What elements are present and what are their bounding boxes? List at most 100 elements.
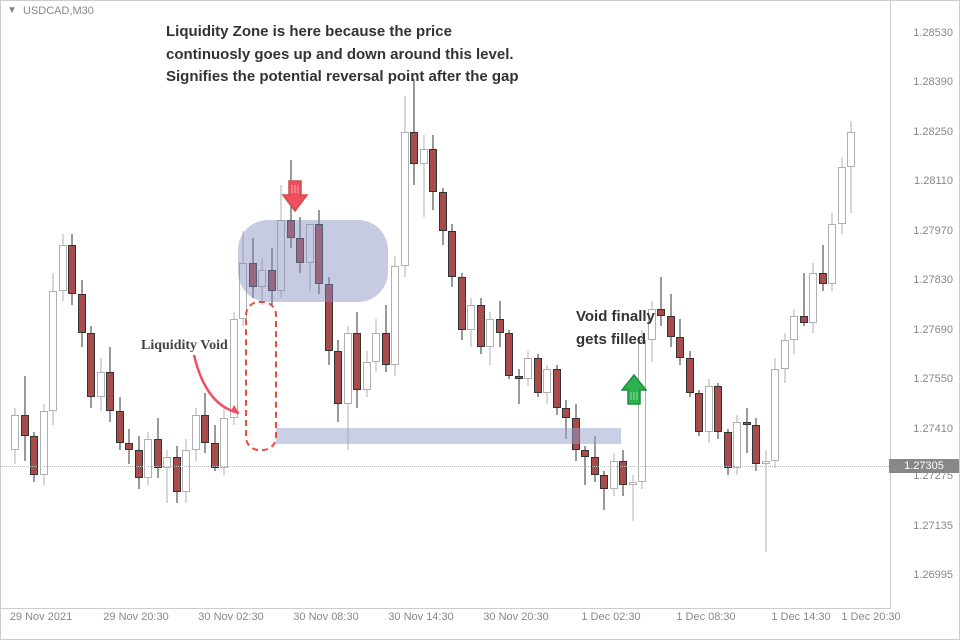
candle xyxy=(752,1,760,609)
candle xyxy=(30,1,38,609)
candle xyxy=(695,1,703,609)
x-tick-label: 30 Nov 02:30 xyxy=(198,611,263,623)
candle xyxy=(733,1,741,609)
candle xyxy=(619,1,627,609)
y-tick-label: 1.27410 xyxy=(913,423,953,435)
liquidity-void-marker xyxy=(245,301,277,451)
y-tick-label: 1.27830 xyxy=(913,274,953,286)
candle xyxy=(372,1,380,609)
candle xyxy=(334,1,342,609)
x-tick-label: 30 Nov 08:30 xyxy=(293,611,358,623)
candle xyxy=(21,1,29,609)
x-tick-label: 1 Dec 02:30 xyxy=(581,611,640,623)
candle xyxy=(648,1,656,609)
candle xyxy=(610,1,618,609)
candle xyxy=(467,1,475,609)
y-tick-label: 1.27690 xyxy=(913,324,953,336)
candle xyxy=(325,1,333,609)
candle xyxy=(790,1,798,609)
candle xyxy=(515,1,523,609)
x-tick-label: 29 Nov 2021 xyxy=(10,611,72,623)
candle xyxy=(781,1,789,609)
y-tick-label: 1.28390 xyxy=(913,76,953,88)
candle xyxy=(382,1,390,609)
candle xyxy=(173,1,181,609)
x-tick-label: 29 Nov 20:30 xyxy=(103,611,168,623)
candle xyxy=(68,1,76,609)
candle xyxy=(847,1,855,609)
candle xyxy=(809,1,817,609)
candle xyxy=(591,1,599,609)
fill-rect xyxy=(276,428,621,444)
candle xyxy=(116,1,124,609)
candle xyxy=(657,1,665,609)
candle xyxy=(154,1,162,609)
x-tick-label: 1 Dec 20:30 xyxy=(841,611,900,623)
candle xyxy=(486,1,494,609)
candle xyxy=(429,1,437,609)
void-fill-label: Void finallygets filled xyxy=(576,306,655,351)
plot-area[interactable]: Liquidity Zone is here because the price… xyxy=(1,1,891,609)
candle xyxy=(705,1,713,609)
candle xyxy=(391,1,399,609)
x-tick-label: 1 Dec 08:30 xyxy=(676,611,735,623)
x-tick-label: 30 Nov 20:30 xyxy=(483,611,548,623)
candle xyxy=(11,1,19,609)
candle xyxy=(230,1,238,609)
y-tick-label: 1.26995 xyxy=(913,569,953,581)
candle xyxy=(800,1,808,609)
candle xyxy=(106,1,114,609)
red-down-arrow-icon xyxy=(281,179,309,218)
candle xyxy=(163,1,171,609)
candle xyxy=(40,1,48,609)
x-axis: 29 Nov 2021 29 Nov 20:30 30 Nov 02:30 30 No… xyxy=(1,607,891,639)
current-price-tag: 1.27305 xyxy=(889,459,959,473)
candle xyxy=(344,1,352,609)
candle xyxy=(192,1,200,609)
candle xyxy=(296,1,304,609)
candle xyxy=(135,1,143,609)
green-up-arrow-icon xyxy=(621,374,647,411)
candle xyxy=(724,1,732,609)
candle xyxy=(638,1,646,609)
candle xyxy=(363,1,371,609)
candle xyxy=(496,1,504,609)
candle xyxy=(505,1,513,609)
x-tick-label: 1 Dec 14:30 xyxy=(771,611,830,623)
current-price-line xyxy=(1,466,889,467)
y-tick-label: 1.28250 xyxy=(913,126,953,138)
candle xyxy=(581,1,589,609)
candle xyxy=(819,1,827,609)
candle xyxy=(277,1,285,609)
y-tick-label: 1.27550 xyxy=(913,373,953,385)
candle xyxy=(211,1,219,609)
candle xyxy=(458,1,466,609)
candle xyxy=(287,1,295,609)
candle xyxy=(828,1,836,609)
chart-container: ▼ USDCAD,M30 Liquidity Zone is here beca… xyxy=(0,0,960,640)
candle xyxy=(600,1,608,609)
liquidity-void-label: Liquidity Void xyxy=(141,335,228,356)
candle xyxy=(49,1,57,609)
candle xyxy=(144,1,152,609)
candle xyxy=(220,1,228,609)
candle xyxy=(420,1,428,609)
candle xyxy=(686,1,694,609)
candle xyxy=(439,1,447,609)
y-axis: 1.269951.271351.272751.274101.275501.276… xyxy=(889,1,959,609)
candle xyxy=(524,1,532,609)
candle xyxy=(572,1,580,609)
candle xyxy=(315,1,323,609)
candle xyxy=(410,1,418,609)
liquidity-zone xyxy=(238,220,388,302)
liquidity-zone-annotation: Liquidity Zone is here because the price… xyxy=(166,21,526,89)
candle xyxy=(477,1,485,609)
candle xyxy=(743,1,751,609)
candle xyxy=(182,1,190,609)
candle xyxy=(629,1,637,609)
candle xyxy=(125,1,133,609)
candle xyxy=(676,1,684,609)
candle xyxy=(714,1,722,609)
candle xyxy=(87,1,95,609)
candle xyxy=(401,1,409,609)
